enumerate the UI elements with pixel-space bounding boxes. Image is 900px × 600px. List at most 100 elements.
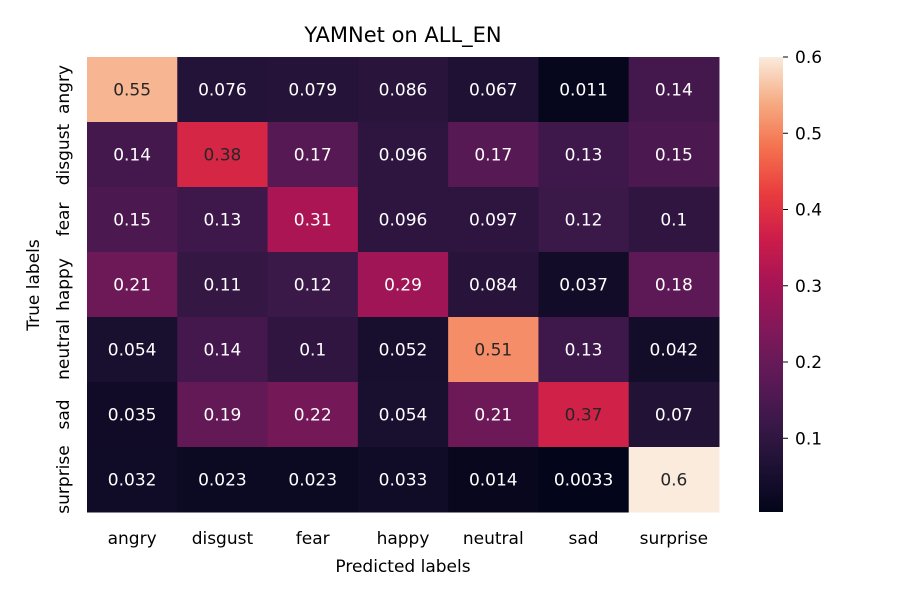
heatmap-cell-value: 0.55 [113,81,151,101]
x-tick-label: fear [296,529,330,549]
y-tick-label: happy [54,258,74,311]
heatmap-cells [87,57,720,513]
x-tick-label: sad [569,529,599,549]
heatmap-cell [87,122,178,188]
heatmap-cell [177,382,269,448]
heatmap-cell-value: 0.076 [198,81,247,101]
heatmap-cell [357,57,449,123]
colorbar-tick-label: 0.2 [795,353,822,373]
heatmap-cell [628,57,720,123]
heatmap-cell-value: 0.014 [469,471,518,491]
heatmap-cell-value: 0.14 [113,146,151,166]
heatmap-cell-value: 0.035 [108,406,157,426]
heatmap-cell [177,252,269,318]
heatmap-cell [538,122,630,188]
heatmap-cell-value: 0.084 [469,276,518,296]
colorbar [759,57,783,512]
heatmap-cell [267,447,359,513]
heatmap-cell-value: 0.096 [379,211,428,231]
y-tick-label: neutral [54,319,74,380]
heatmap-cell-value: 0.19 [203,406,241,426]
heatmap-cell [448,447,539,513]
heatmap-cell [538,252,630,318]
heatmap-cell-value: 0.097 [469,211,518,231]
heatmap-cell-value: 0.13 [565,146,603,166]
heatmap-cell-value: 0.054 [108,341,157,361]
colorbar-tick-label: 0.3 [795,277,822,297]
heatmap-cell [448,57,539,123]
heatmap-cell-value: 0.07 [655,406,693,426]
y-tick-label: fear [54,203,74,237]
heatmap-cell [538,187,630,253]
heatmap-cell-value: 0.011 [559,81,608,101]
x-tick-label: neutral [463,529,524,549]
heatmap-cell-value: 0.11 [203,276,241,296]
heatmap-cell-value: 0.22 [294,406,332,426]
heatmap-cell-value: 0.17 [474,146,512,166]
heatmap-cell [87,447,178,513]
heatmap-cell [267,317,359,383]
heatmap-cell-value: 0.033 [379,471,428,491]
heatmap-cell [628,447,720,513]
x-tick-label: disgust [192,529,254,549]
heatmap-cell [357,382,449,448]
y-axis-label: True labels [24,239,44,332]
heatmap-cell [267,382,359,448]
y-tick-label: surprise [54,445,74,513]
heatmap-cell-value: 0.023 [288,471,337,491]
heatmap-cell [267,187,359,253]
colorbar-ticks: 0.1 0.2 0.3 0.4 0.5 0.6 [783,48,822,449]
heatmap-cell-value: 0.023 [198,471,247,491]
heatmap-cell [628,252,720,318]
heatmap-cell [87,252,178,318]
heatmap-cell-value: 0.31 [294,211,332,231]
heatmap-cell [87,187,178,253]
heatmap-cell [177,57,269,123]
heatmap-cell [357,187,449,253]
heatmap-cell [628,382,720,448]
heatmap-cell-value: 0.6 [660,471,687,491]
y-tick-label: sad [54,399,74,429]
heatmap-cell [267,122,359,188]
colorbar-tick-label: 0.6 [795,48,822,68]
heatmap-cell-value: 0.14 [203,341,241,361]
heatmap-cell [357,317,449,383]
heatmap-cell [538,447,630,513]
x-axis-label: Predicted labels [335,557,470,577]
heatmap-cell [87,382,178,448]
heatmap-cell [357,122,449,188]
heatmap-cell [448,252,539,318]
heatmap-cell [267,57,359,123]
colorbar-tick-label: 0.1 [795,429,822,449]
heatmap-cell-value: 0.29 [384,276,422,296]
heatmap-cell-value: 0.15 [655,146,693,166]
y-tick-label: angry [54,65,74,114]
heatmap-cell-value: 0.086 [379,81,428,101]
heatmap-cell [538,382,630,448]
heatmap-cell-value: 0.38 [203,146,241,166]
heatmap-cell [628,317,720,383]
heatmap-cell-value: 0.37 [565,406,603,426]
heatmap-cell [357,447,449,513]
heatmap-cell-value: 0.079 [288,81,337,101]
heatmap-cell [628,122,720,188]
heatmap-cell [448,122,539,188]
heatmap-cell-value: 0.042 [650,341,699,361]
x-tick-label: surprise [640,529,708,549]
heatmap-cell-value: 0.1 [299,341,326,361]
heatmap-cell-value: 0.12 [294,276,332,296]
heatmap-cell-value: 0.032 [108,471,157,491]
y-tick-labels: angry disgust fear happy neutral sad surprise [54,65,74,514]
x-tick-label: angry [108,529,157,549]
heatmap-cell [177,317,269,383]
heatmap-cell [448,187,539,253]
heatmap-cell [87,317,178,383]
heatmap-cell [448,317,539,383]
heatmap-cell [177,122,269,188]
heatmap-cell-value: 0.067 [469,81,518,101]
x-tick-labels: angry disgust fear happy neutral sad surprise [108,529,708,549]
heatmap-cell [538,57,630,123]
heatmap-cell [448,382,539,448]
chart-title: YAMNet on ALL_EN [303,23,501,48]
